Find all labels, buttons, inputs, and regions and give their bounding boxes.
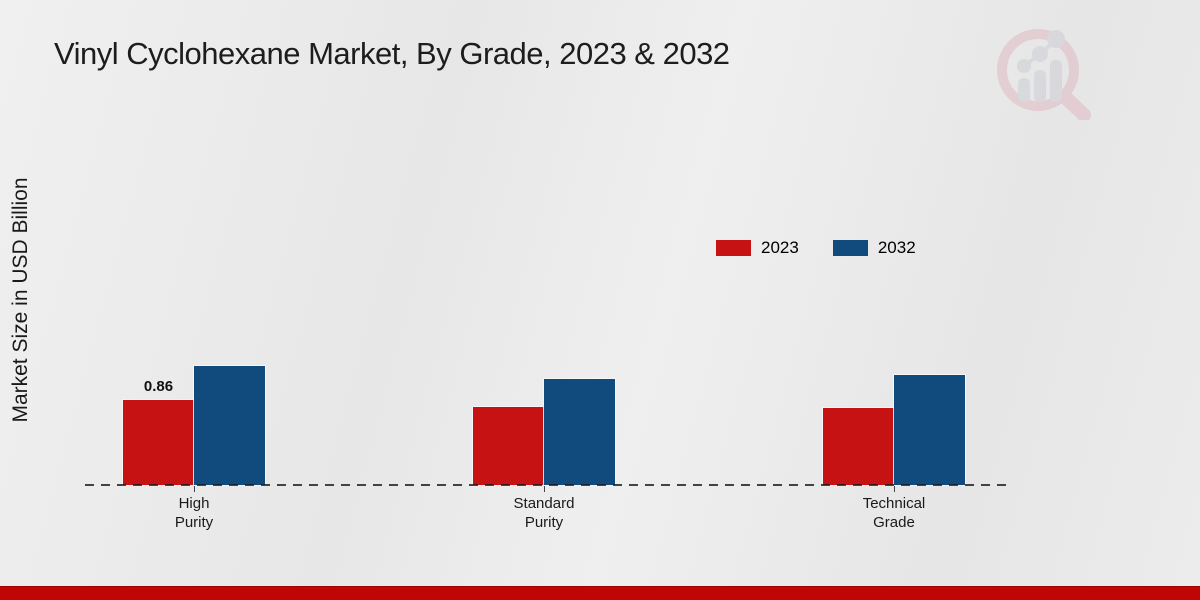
bar-2032-standard-purity <box>543 378 616 486</box>
legend-label: 2023 <box>761 238 799 257</box>
x-axis-tick <box>894 486 895 492</box>
legend: 2023 2032 <box>716 238 916 258</box>
magnifier-chart-logo-icon <box>997 29 1091 120</box>
bar-2023-high-purity <box>122 399 195 486</box>
legend-swatch <box>716 240 751 256</box>
legend-swatch <box>832 240 868 256</box>
bar-2032-technical-grade <box>893 374 966 486</box>
bar-2023-technical-grade <box>822 407 895 486</box>
bar-2032-high-purity <box>193 365 266 486</box>
x-axis-tick <box>194 486 195 492</box>
bar-value-label: 0.86 <box>143 378 174 395</box>
legend-item-2023: 2023 <box>716 238 799 258</box>
category-label: Standard Purity <box>513 495 575 531</box>
category-label: High Purity <box>174 495 214 531</box>
x-axis-baseline <box>85 484 1007 486</box>
x-axis-tick <box>544 486 545 492</box>
legend-label: 2032 <box>877 238 916 257</box>
legend-item-2032: 2032 <box>832 238 916 258</box>
chart-title: Vinyl Cyclohexane Market, By Grade, 2023… <box>54 36 730 71</box>
category-label: Technical Grade <box>862 495 926 531</box>
bar-2023-standard-purity <box>472 406 545 486</box>
footer-red-strip <box>0 586 1200 600</box>
